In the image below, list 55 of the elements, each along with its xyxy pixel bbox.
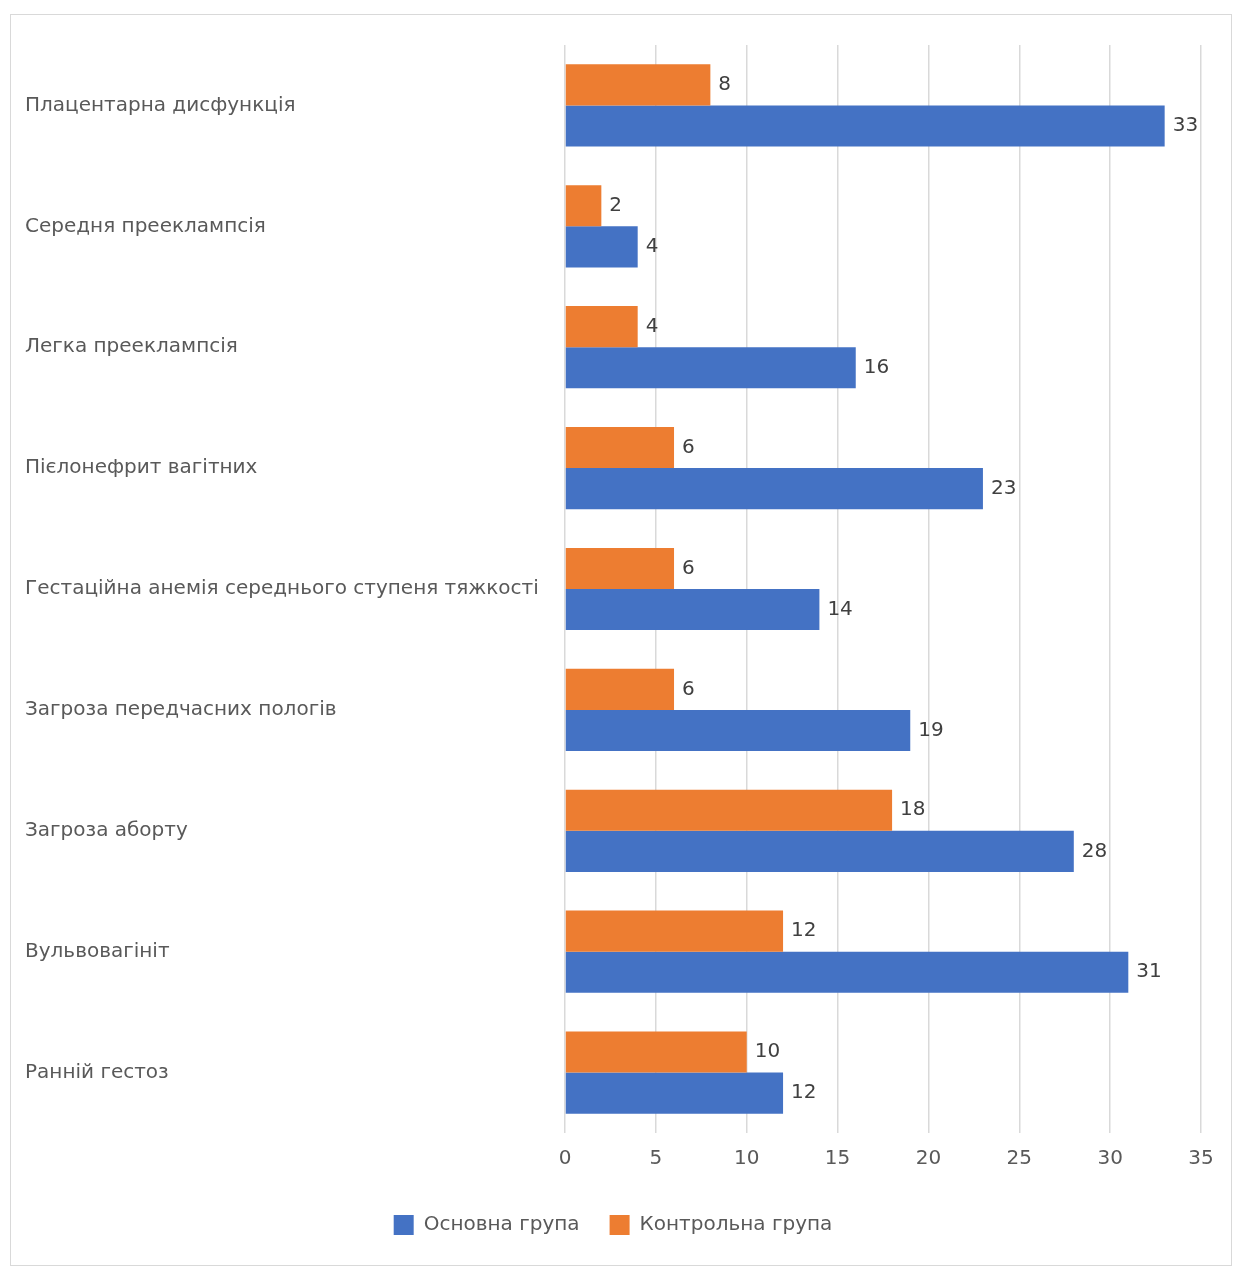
bar bbox=[565, 910, 784, 952]
y-tick-label: Гестаційна анемія середнього ступеня тяжкості bbox=[25, 575, 539, 600]
data-label: 33 bbox=[1172, 112, 1199, 137]
x-tick-label: 5 bbox=[649, 1145, 663, 1170]
y-tick-label: Ранній гестоз bbox=[25, 1058, 169, 1083]
x-tick-label: 10 bbox=[733, 1145, 760, 1170]
bar bbox=[565, 105, 1165, 147]
bar bbox=[565, 547, 675, 589]
y-tick-label: Загроза передчасних пологів bbox=[25, 696, 337, 721]
bar bbox=[565, 427, 675, 469]
y-tick-label: Пієлонефрит вагітних bbox=[25, 454, 258, 479]
bar bbox=[565, 306, 638, 348]
data-label: 6 bbox=[682, 554, 695, 579]
data-label: 6 bbox=[682, 433, 695, 458]
data-label: 31 bbox=[1136, 958, 1162, 983]
bar bbox=[565, 789, 893, 831]
data-label: 8 bbox=[718, 71, 732, 96]
data-label: 4 bbox=[645, 233, 659, 258]
y-tick-label: Плацентарна дисфункція bbox=[25, 91, 296, 116]
x-tick-label: 25 bbox=[1006, 1145, 1033, 1170]
bar bbox=[565, 668, 675, 710]
bar bbox=[565, 64, 711, 106]
data-label: 12 bbox=[791, 1079, 817, 1104]
bar bbox=[565, 589, 820, 631]
y-tick-label: Легка прееклампсія bbox=[25, 333, 238, 358]
data-label: 19 bbox=[918, 716, 944, 741]
bar bbox=[565, 951, 1129, 993]
bar bbox=[565, 347, 856, 389]
legend-label: Основна група bbox=[423, 1211, 580, 1236]
data-label: 6 bbox=[682, 675, 695, 700]
data-label: 10 bbox=[754, 1038, 781, 1063]
data-label: 14 bbox=[827, 595, 853, 620]
bar bbox=[565, 226, 638, 268]
data-label: 4 bbox=[645, 312, 659, 337]
x-tick-label: 30 bbox=[1097, 1145, 1123, 1170]
y-tick-label: Середня прееклампсія bbox=[25, 212, 266, 237]
y-tick-label: Загроза аборту bbox=[25, 816, 188, 841]
bar bbox=[565, 1031, 747, 1073]
bar bbox=[565, 185, 602, 227]
x-tick-label: 35 bbox=[1188, 1145, 1214, 1170]
legend-label: Контрольна група bbox=[639, 1211, 833, 1236]
x-tick-label: 0 bbox=[558, 1145, 572, 1170]
bar bbox=[565, 709, 911, 751]
x-tick-label: 15 bbox=[824, 1145, 851, 1170]
bar bbox=[565, 1072, 784, 1114]
data-label: 23 bbox=[990, 474, 1017, 499]
bar bbox=[565, 468, 983, 510]
data-label: 12 bbox=[791, 917, 817, 942]
data-label: 18 bbox=[900, 796, 926, 821]
y-tick-label: Вульвовагініт bbox=[25, 937, 170, 962]
x-tick-label: 20 bbox=[915, 1145, 942, 1170]
data-label: 16 bbox=[863, 353, 890, 378]
data-label: 2 bbox=[609, 191, 623, 216]
data-label: 28 bbox=[1081, 837, 1108, 862]
bar bbox=[565, 830, 1074, 872]
